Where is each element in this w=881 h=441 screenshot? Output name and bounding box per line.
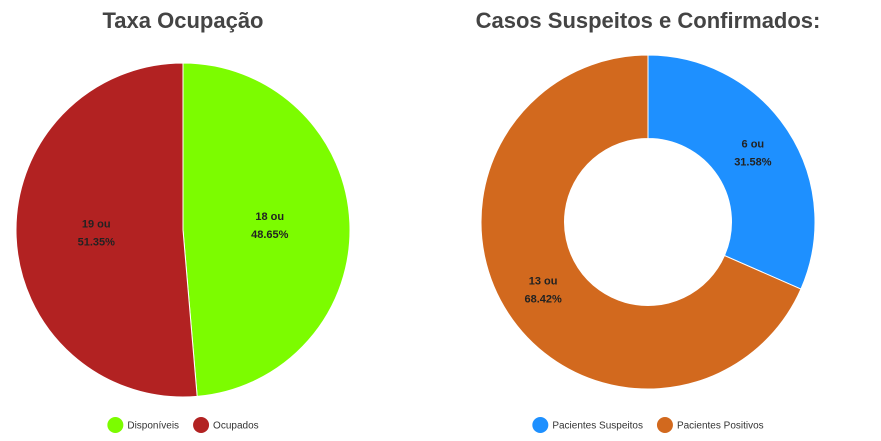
legend-marker [656,417,673,433]
slice [15,62,198,398]
legend-marker [193,417,210,433]
slice-label: 51.35% [78,237,116,249]
slice-label: 19 ou [82,219,111,231]
legend-label: Disponíveis [127,421,179,432]
slice-label: 13 ou [529,275,558,287]
slice-label: 18 ou [255,211,284,223]
chart-title: Casos Suspeitos e Confirmados: [476,8,821,33]
legend: Pacientes Suspeitos Pacientes Positivos [532,417,764,433]
legend: Disponíveis Ocupados [107,417,259,433]
slice-label: 31.58% [734,156,772,168]
legend-label: Ocupados [213,421,259,432]
slice-label: 68.42% [524,293,562,305]
legend-label: Pacientes Suspeitos [552,421,643,432]
slice [647,54,816,290]
legend-marker [107,417,124,433]
legend-label: Pacientes Positivos [677,421,764,432]
slice [480,54,802,390]
slice-label: 6 ou [742,138,765,150]
slice-label: 48.65% [251,229,289,241]
slice [182,62,351,397]
legend-marker [532,417,549,433]
chart-title: Taxa Ocupação [103,8,264,33]
